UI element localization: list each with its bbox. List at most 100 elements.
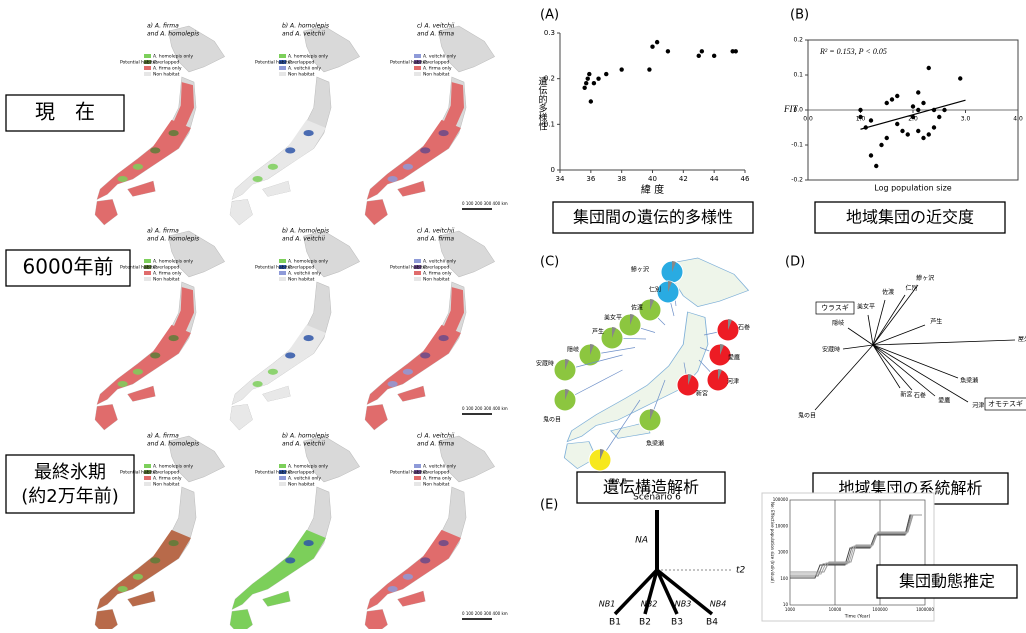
y-tick-label: 0.1	[793, 72, 803, 79]
scale-label: 0 100 200 300 400 km	[462, 406, 508, 411]
point	[890, 97, 894, 101]
site-label: 仁別	[649, 286, 661, 294]
habitat	[230, 199, 252, 225]
y-tick-label: 0.2	[793, 37, 803, 44]
legend-label: Non habitat	[423, 482, 450, 488]
panel-letter: (C)	[540, 255, 559, 270]
legend-swatch	[144, 476, 151, 480]
legend-swatch	[414, 259, 421, 263]
overlap-patch	[285, 147, 295, 153]
group-label: ウラスギ	[821, 304, 849, 312]
tip-label: 愛鷹	[938, 397, 950, 405]
point	[921, 136, 925, 140]
legend-label: Non habitat	[153, 72, 180, 78]
point	[927, 132, 931, 136]
legend-label: A. veitchii only	[423, 464, 456, 470]
x-tick-label: 42	[679, 175, 688, 183]
panel-letter: (E)	[540, 498, 558, 513]
point	[604, 72, 608, 76]
legend-swatch	[414, 54, 421, 58]
tip-label: 屋久島	[1018, 335, 1026, 343]
branch	[815, 345, 873, 410]
branch	[873, 345, 958, 378]
point	[647, 67, 651, 71]
point	[700, 49, 704, 53]
y-axis-label: FIT	[783, 104, 798, 114]
legend-note: Potential habitat	[120, 265, 157, 271]
map-title: and A. firma	[417, 441, 454, 448]
overlap-patch	[169, 130, 179, 136]
legend-swatch	[414, 277, 421, 281]
point	[650, 45, 654, 49]
map-title: a) A. firma	[147, 433, 179, 440]
legend-note: Potential habitat	[390, 60, 427, 66]
legend-swatch	[414, 482, 421, 486]
map-title: c) A. veitchii	[417, 228, 455, 235]
legend-swatch	[279, 277, 286, 281]
annotation: R² = 0.153, P < 0.05	[819, 47, 887, 56]
legend-label: A. homolepis only	[153, 464, 193, 470]
x-axis-label: 緯 度	[641, 183, 664, 196]
legend-swatch	[144, 72, 151, 76]
point	[666, 49, 670, 53]
group-label: オモテスギ	[988, 400, 1023, 408]
habitat	[95, 404, 117, 430]
tip-label: 佐渡	[882, 288, 894, 296]
legend-swatch	[279, 464, 286, 468]
point	[858, 108, 862, 112]
caption: 集団間の遺伝的多様性	[573, 208, 733, 227]
legend-swatch	[279, 259, 286, 263]
legend-note: Potential habitat	[120, 60, 157, 66]
figure: 現 在6000年前最終氷期(約2万年前)a) A. firmaand A. ho…	[0, 0, 1026, 629]
legend-label: Non habitat	[288, 482, 315, 488]
habitat	[398, 386, 426, 401]
legend-label: Non habitat	[153, 277, 180, 283]
scale-label: 0 100 200 300 400 km	[462, 201, 508, 206]
pop-label: B4	[706, 618, 718, 628]
inset-x-label: Time (Year)	[844, 614, 871, 620]
overlap-patch	[150, 557, 160, 563]
legend-swatch	[279, 66, 286, 70]
legend-note: Potential habitat	[255, 265, 292, 271]
inset-x-tick: 1000	[785, 607, 796, 612]
overlap-patch	[304, 130, 314, 136]
point	[895, 122, 899, 126]
x-tick-label: 0.0	[803, 116, 813, 123]
overlap-patch	[388, 176, 398, 182]
map-title: and A. homolepis	[147, 236, 199, 243]
legend-label: A. veitchii only	[288, 66, 321, 72]
legend-swatch	[279, 271, 286, 275]
overlap-patch	[169, 540, 179, 546]
habitat	[365, 404, 387, 430]
tip-label: 美女平	[857, 303, 875, 311]
tip-label: 鰺ヶ沢	[916, 274, 934, 282]
point	[874, 164, 878, 168]
legend-label: A. firma only	[153, 476, 182, 482]
habitat	[365, 609, 387, 629]
legend-label: Non habitat	[423, 72, 450, 78]
overlap-patch	[268, 574, 278, 580]
scale-bar	[462, 208, 492, 210]
point	[900, 129, 904, 133]
point	[885, 101, 889, 105]
point	[932, 125, 936, 129]
habitat	[95, 609, 117, 629]
x-tick-label: 44	[710, 175, 719, 183]
point	[734, 49, 738, 53]
inset-x-tick: 100000	[872, 607, 888, 612]
point	[885, 136, 889, 140]
overlap-patch	[118, 381, 128, 387]
y-axis-label: 遺伝的多様性	[537, 75, 548, 131]
y-tick-label: -0.1	[791, 142, 803, 149]
inset-y-tick: 1000	[778, 550, 789, 555]
tip-label: 石巻	[914, 392, 926, 400]
site-label: 鰺ヶ沢	[631, 266, 649, 274]
legend-label: A. homolepis only	[288, 54, 328, 60]
scale-label: 0 100 200 300 400 km	[462, 611, 508, 616]
site-label: 美女平	[604, 314, 622, 322]
branch	[873, 345, 900, 388]
legend-note: Potential habitat	[255, 470, 292, 476]
legend-swatch	[279, 476, 286, 480]
map-title: and A. firma	[417, 31, 454, 38]
point	[916, 90, 920, 94]
